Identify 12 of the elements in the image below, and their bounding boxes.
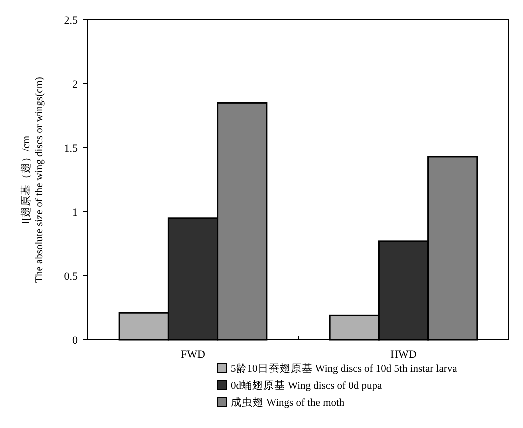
y-tick-label: 0	[72, 334, 78, 347]
legend-label: 5龄10日蚕翅原基 Wing discs of 10d 5th instar larva	[231, 362, 458, 375]
y-tick-label: 1.5	[64, 142, 78, 155]
y-tick-label: 2	[72, 78, 78, 91]
y-tick-label: 0.5	[64, 270, 78, 283]
legend-label: 成虫翅 Wings of the moth	[231, 396, 346, 409]
y-tick-label: 1	[72, 206, 78, 219]
x-tick-label: HWD	[390, 349, 417, 361]
x-tick-label: FWD	[181, 349, 206, 361]
legend-label: 0d蛹翅原基 Wing discs of 0d pupa	[231, 379, 383, 392]
y-tick-label: 2.5	[64, 14, 78, 27]
y-axis-title: l[翅原基（翅）/cm The absolute size of the wing discs or wings(cm)	[20, 76, 46, 283]
